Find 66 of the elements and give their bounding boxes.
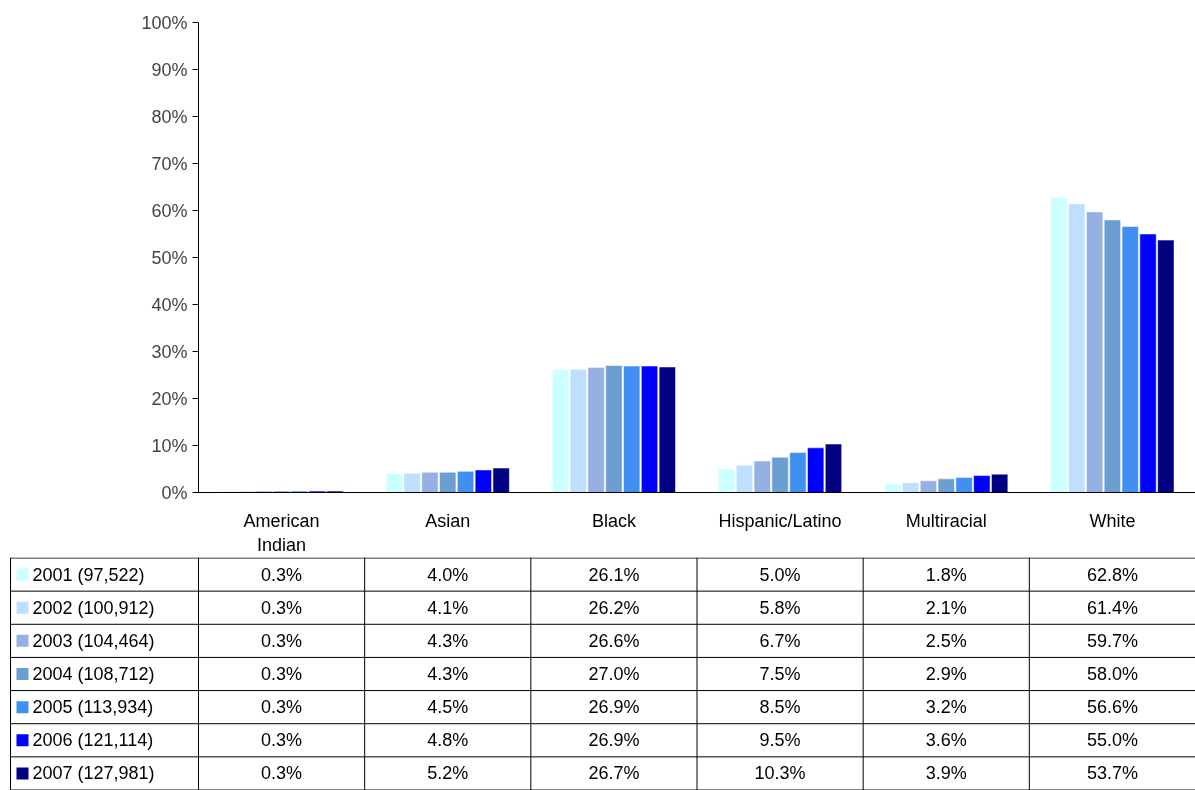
- y-tick-label: 90%: [151, 59, 188, 80]
- data-label: 0.3%: [261, 564, 303, 585]
- y-tick-label: 50%: [151, 247, 188, 268]
- data-label: 62.8%: [1086, 564, 1138, 585]
- data-label: 26.2%: [588, 597, 640, 618]
- y-tick-label: 100%: [141, 12, 188, 33]
- y-tick-label: 60%: [151, 200, 188, 221]
- data-label: 26.7%: [588, 763, 640, 784]
- data-label: 10.3%: [754, 763, 806, 784]
- data-label: 26.1%: [588, 564, 640, 585]
- data-label: 6.7%: [759, 630, 801, 651]
- y-tick-label: 40%: [151, 294, 188, 315]
- data-label: 26.6%: [588, 630, 640, 651]
- y-tick-label: 10%: [151, 435, 188, 456]
- data-label: 2.1%: [925, 597, 967, 618]
- data-label: 7.5%: [759, 664, 801, 684]
- data-label: 4.1%: [427, 597, 469, 618]
- data-label: 55.0%: [1086, 730, 1138, 751]
- data-label: 9.5%: [759, 730, 801, 751]
- legend-label: 2003 (104,464): [32, 630, 155, 651]
- data-label: 61.4%: [1086, 597, 1138, 618]
- data-label: 4.3%: [427, 630, 469, 651]
- data-label: 2.9%: [925, 664, 967, 684]
- data-label: 26.9%: [588, 730, 640, 751]
- x-tick-label: American Indian: [243, 510, 320, 555]
- x-tick-label: Asian: [425, 510, 471, 531]
- data-label: 0.3%: [261, 597, 303, 618]
- data-label: 0.3%: [261, 630, 303, 651]
- y-tick-label: 0%: [161, 482, 188, 503]
- data-label: 4.3%: [427, 664, 469, 684]
- data-label: 5.0%: [759, 564, 801, 585]
- legend-label: 2006 (121,114): [32, 730, 154, 751]
- y-tick-label: 70%: [151, 153, 188, 174]
- legend-label: 2005 (113,934): [32, 697, 154, 718]
- data-label: 0.3%: [261, 697, 303, 718]
- data-label: 1.8%: [925, 564, 967, 585]
- data-label: 59.7%: [1086, 630, 1138, 651]
- data-label: 5.2%: [427, 763, 469, 784]
- y-tick-label: 80%: [151, 106, 188, 127]
- legend-label: 2007 (127,981): [32, 763, 155, 784]
- data-label: 58.0%: [1086, 664, 1138, 684]
- y-tick-label: 30%: [151, 341, 188, 362]
- data-label: 2.5%: [925, 630, 967, 651]
- data-label: 5.8%: [759, 597, 801, 618]
- data-label: 4.8%: [427, 730, 469, 751]
- data-label: 3.2%: [925, 697, 967, 718]
- data-label: 4.0%: [427, 564, 469, 585]
- data-label: 3.9%: [925, 763, 967, 784]
- data-label: 26.9%: [588, 697, 640, 718]
- data-label: 0.3%: [261, 664, 303, 684]
- x-tick-label: Hispanic/Latino: [718, 510, 842, 531]
- data-label: 53.7%: [1086, 763, 1138, 784]
- legend-label: 2001 (97,522): [32, 564, 145, 585]
- x-tick-label: Black: [591, 510, 637, 531]
- y-tick-label: 20%: [151, 388, 188, 409]
- data-label: 8.5%: [759, 697, 801, 718]
- x-tick-label: White: [1089, 510, 1136, 531]
- data-label: 4.5%: [427, 697, 469, 718]
- data-label: 0.3%: [261, 730, 303, 751]
- x-tick-label: Multiracial: [905, 510, 987, 531]
- legend-label: 2002 (100,912): [32, 597, 155, 618]
- data-label: 27.0%: [588, 664, 640, 684]
- data-label: 56.6%: [1086, 697, 1138, 718]
- data-label: 0.3%: [261, 763, 303, 784]
- data-label: 3.6%: [925, 730, 967, 751]
- legend-label: 2004 (108,712): [32, 664, 155, 684]
